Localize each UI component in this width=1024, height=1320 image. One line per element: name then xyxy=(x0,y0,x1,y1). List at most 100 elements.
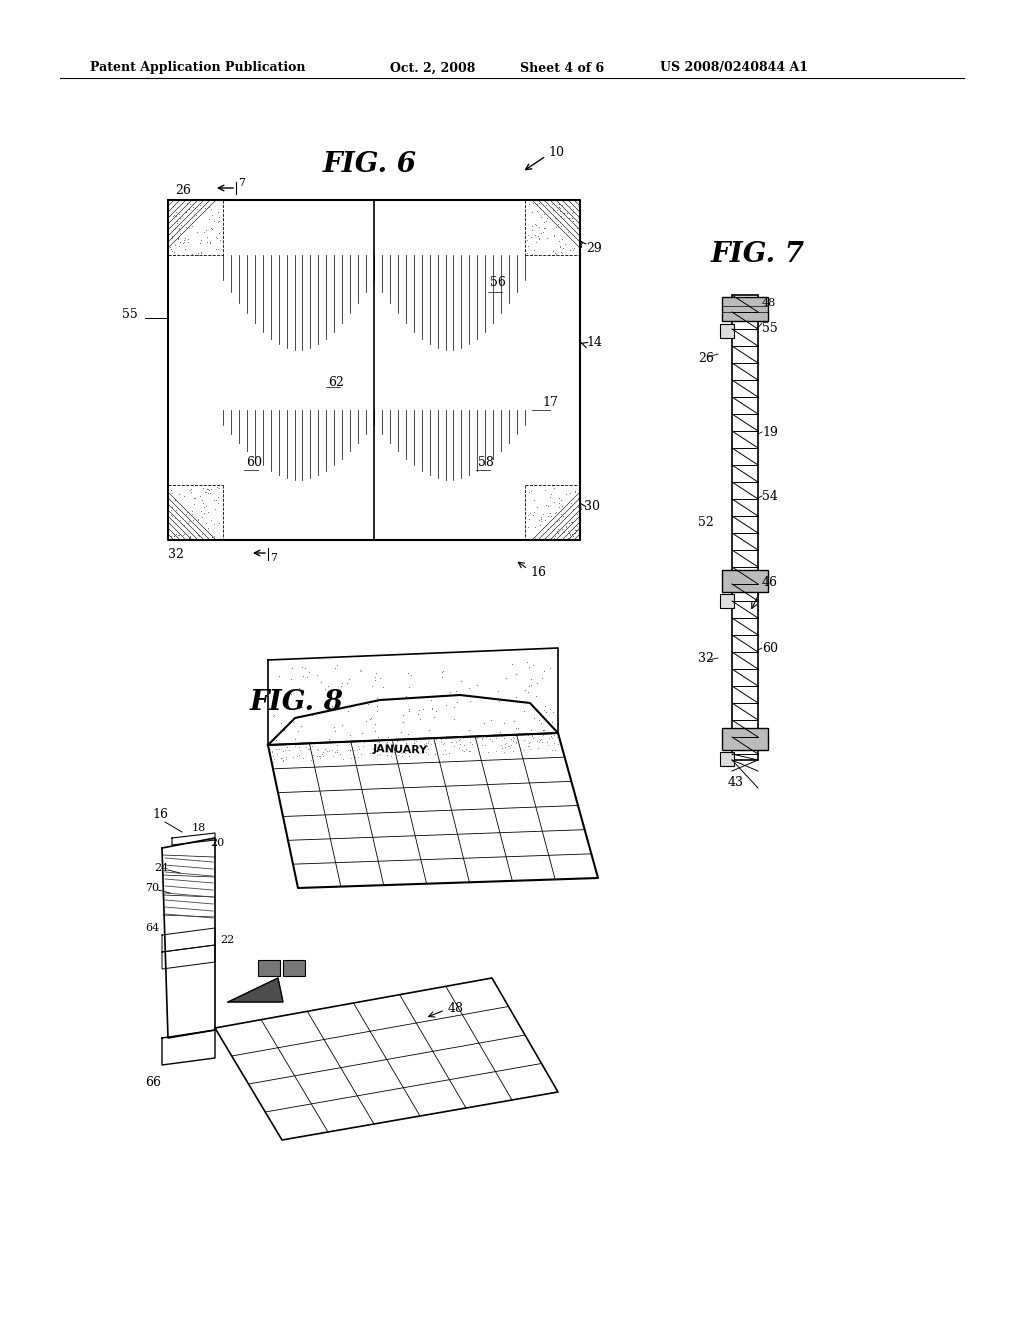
Point xyxy=(361,730,378,751)
Point xyxy=(178,503,195,524)
Point xyxy=(497,741,513,762)
Point xyxy=(474,735,490,756)
Point xyxy=(544,711,560,733)
Point xyxy=(428,701,444,722)
Point xyxy=(435,660,452,681)
Point xyxy=(560,512,577,533)
Point xyxy=(266,748,283,770)
Point xyxy=(488,727,505,748)
Point xyxy=(202,232,218,253)
Point xyxy=(274,748,291,770)
Point xyxy=(562,525,579,546)
Point xyxy=(507,731,523,752)
Point xyxy=(332,743,348,764)
Text: 18: 18 xyxy=(193,822,206,833)
Point xyxy=(536,203,552,224)
Point xyxy=(521,733,538,754)
Point xyxy=(204,219,220,240)
Point xyxy=(325,744,341,766)
Point xyxy=(170,524,186,545)
Point xyxy=(186,487,203,508)
Point xyxy=(395,705,412,726)
Point xyxy=(553,228,569,249)
Point xyxy=(179,502,196,523)
Point xyxy=(176,523,193,544)
Point xyxy=(551,492,567,513)
Point xyxy=(200,517,216,539)
Point xyxy=(329,741,345,762)
Point xyxy=(353,660,370,681)
Point xyxy=(492,721,508,742)
Point xyxy=(481,729,498,750)
Point xyxy=(187,521,204,543)
Point xyxy=(521,193,538,214)
Point xyxy=(210,486,226,507)
Point xyxy=(534,507,550,528)
Point xyxy=(497,713,513,734)
Point xyxy=(410,743,426,764)
Point xyxy=(411,700,427,721)
Point xyxy=(550,496,566,517)
Point xyxy=(446,709,463,730)
Point xyxy=(531,193,548,214)
Point xyxy=(163,504,179,525)
Point xyxy=(295,747,311,768)
Point xyxy=(351,739,368,760)
Point xyxy=(530,738,547,759)
Point xyxy=(537,510,553,531)
Point xyxy=(168,202,184,223)
Point xyxy=(380,730,396,751)
Point xyxy=(524,725,541,746)
Point xyxy=(530,723,547,744)
Point xyxy=(551,195,567,216)
Point xyxy=(546,478,562,499)
Point xyxy=(489,681,506,702)
Point xyxy=(561,523,578,544)
Point xyxy=(211,512,227,533)
Point xyxy=(461,677,477,698)
Point xyxy=(544,194,560,215)
Point xyxy=(523,215,540,236)
Point xyxy=(308,664,325,685)
Point xyxy=(532,510,549,531)
Point xyxy=(341,668,357,689)
Point xyxy=(184,216,201,238)
Point xyxy=(525,502,542,523)
Point xyxy=(550,523,566,544)
Point xyxy=(327,742,343,763)
Point xyxy=(321,676,337,697)
Point xyxy=(569,516,586,537)
Text: 48: 48 xyxy=(762,298,776,308)
Point xyxy=(535,731,551,752)
Point xyxy=(468,727,484,748)
Point xyxy=(552,242,568,263)
Point xyxy=(350,746,367,767)
Point xyxy=(408,730,424,751)
Point xyxy=(556,202,572,223)
Point xyxy=(546,528,562,549)
Point xyxy=(366,738,382,759)
Point xyxy=(199,482,215,503)
Point xyxy=(506,727,522,748)
Point xyxy=(210,492,226,513)
Point xyxy=(527,231,544,252)
Point xyxy=(551,488,567,510)
Point xyxy=(212,230,228,251)
Point xyxy=(424,698,440,719)
Point xyxy=(540,495,556,516)
Point xyxy=(552,236,568,257)
Point xyxy=(546,733,562,754)
Point xyxy=(490,690,507,711)
Point xyxy=(206,513,222,535)
Point xyxy=(193,243,209,264)
Point xyxy=(420,731,436,752)
Text: 56: 56 xyxy=(490,276,506,289)
Point xyxy=(324,739,340,760)
Point xyxy=(184,243,201,264)
Point xyxy=(529,730,546,751)
Point xyxy=(193,194,209,215)
Point xyxy=(530,226,547,247)
Point xyxy=(183,500,200,521)
Point xyxy=(379,731,395,752)
Point xyxy=(358,710,375,731)
